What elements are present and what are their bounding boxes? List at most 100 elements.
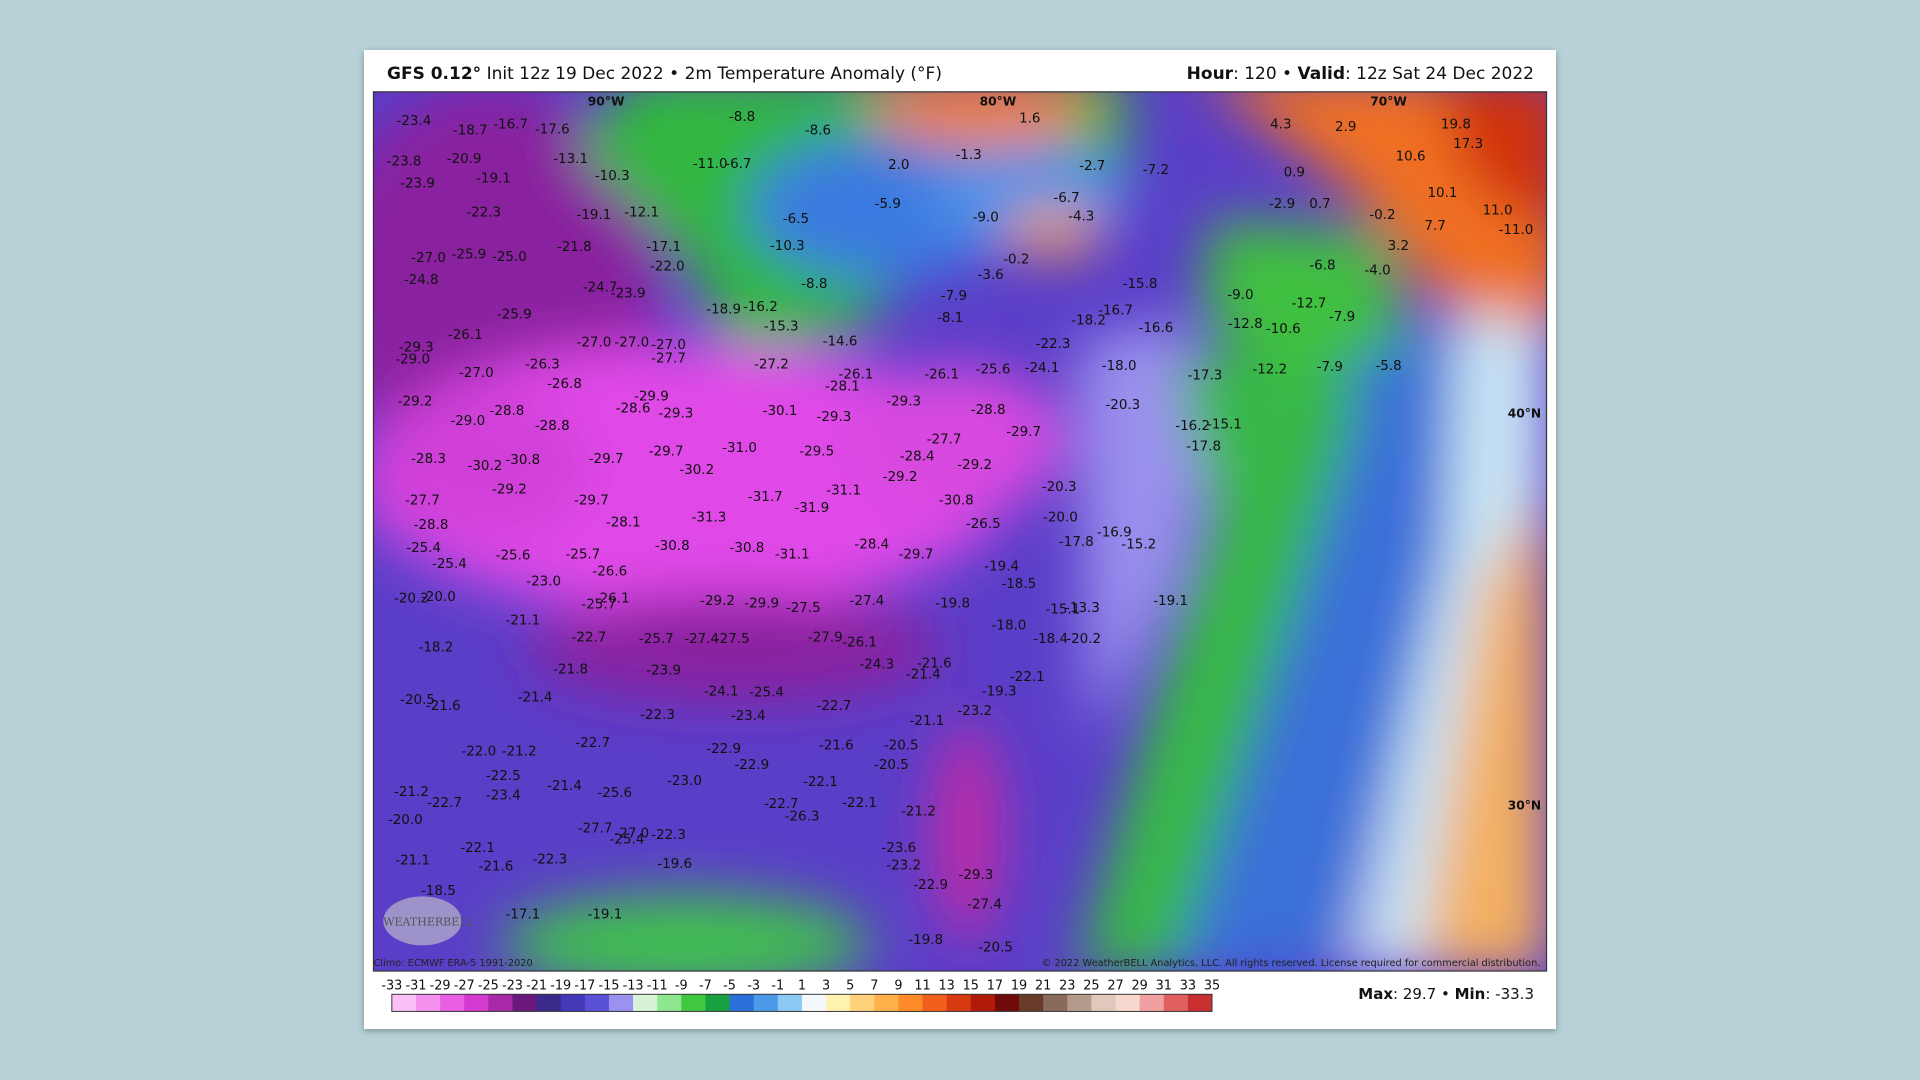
colorbar-swatch [1139,994,1165,1012]
colorbar-swatch [1091,994,1116,1012]
temp-label: -23.9 [646,664,681,679]
temp-label: 19.8 [1441,118,1471,133]
temp-label: -31.3 [692,511,727,526]
temp-label: -29.0 [450,414,485,429]
temp-label: -21.6 [479,860,514,875]
temp-label: -29.2 [883,470,918,485]
temp-label: -17.1 [505,907,540,922]
temp-label: -20.5 [884,738,919,753]
temp-label: -30.1 [763,404,798,419]
temp-label: -6.7 [725,157,751,172]
temp-label: -6.7 [1053,191,1079,206]
temp-label: -27.0 [576,336,611,351]
temp-label: -16.2 [743,300,778,315]
colorbar-tick-label: -1 [771,978,784,993]
colorbar-swatch [898,994,923,1012]
hour-label: Hour [1186,64,1234,84]
temp-label: -23.0 [667,774,702,789]
temp-label: -10.3 [595,169,630,184]
temp-label: -19.3 [982,685,1017,700]
temp-label: -6.8 [1309,258,1335,273]
temp-label: -22.7 [764,797,799,812]
temp-label: -23.2 [886,858,921,873]
temp-label: -22.7 [816,699,851,714]
temp-label: -29.2 [700,594,735,609]
temp-label: 0.7 [1309,197,1330,212]
temp-label: -25.6 [597,786,632,801]
temp-label: -25.0 [492,250,527,265]
temp-label: -31.0 [722,441,757,456]
temp-label: -18.5 [421,884,456,899]
temp-label: -25.4 [749,686,784,701]
temp-label: -8.8 [801,277,827,292]
temp-label: -29.2 [492,482,527,497]
temp-label: -8.1 [937,311,963,326]
temp-label: -27.0 [614,827,649,842]
temp-label: -16.9 [1097,525,1132,540]
temp-label: -29.7 [574,493,609,508]
colorbar-swatch [826,994,851,1012]
temp-label: -25.9 [497,307,532,322]
colorbar-tick-label: 3 [822,978,830,993]
colorbar-tick-label: -19 [550,978,571,993]
header-left: GFS 0.12° Init 12z 19 Dec 2022 • 2m Temp… [387,64,942,84]
colorbar-tick-label: 5 [846,978,854,993]
colorbar-tick-label: -31 [405,978,426,993]
temp-label: -23.2 [957,704,992,719]
temp-label: -27.7 [927,432,962,447]
colorbar-tick-label: -21 [526,978,547,993]
colorbar-swatch [391,994,417,1012]
colorbar-tick-label: -15 [598,978,619,993]
temp-label: -27.5 [715,632,750,647]
colorbar-swatch [584,994,610,1012]
colorbar-tick-label: -3 [747,978,760,993]
temp-label: -24.3 [859,658,894,673]
temp-label: -23.8 [387,154,422,169]
header-right: Hour: 120 • Valid: 12z Sat 24 Dec 2022 [1187,64,1534,84]
temp-label: -12.1 [624,206,659,221]
colorbar-swatch [1187,994,1213,1012]
temp-label: -22.0 [650,260,685,275]
temp-label: -26.3 [785,809,820,824]
colorbar-swatch [946,994,972,1012]
colorbar-swatch [464,994,489,1012]
temp-label: -19.6 [657,857,692,872]
temp-label: -29.9 [634,389,669,404]
temp-label: -15.8 [1123,277,1158,292]
temp-label: -21.1 [910,714,945,729]
footer-stats: Max: 29.7 • Min: -33.3 [1358,985,1534,1003]
temp-label: -19.1 [476,171,511,186]
temp-label: -30.8 [939,493,974,508]
colorbar-tick-label: 31 [1156,978,1172,993]
temp-label: -18.9 [706,302,741,317]
temp-label: -29.3 [816,410,851,425]
temp-label: -21.6 [917,656,952,671]
temp-label: -13.3 [1065,601,1100,616]
max: : 29.7 • [1393,985,1455,1003]
temp-label: -23.6 [881,841,916,856]
temp-label: -20.9 [447,152,482,167]
logo: WEATHERBELL [383,916,474,929]
colorbar-frame [391,993,1213,1012]
temp-label: -27.4 [684,632,719,647]
colorbar-tick-label: 33 [1180,978,1196,993]
valid: : 12z Sat 24 Dec 2022 [1345,64,1534,84]
temp-label: -27.7 [405,493,440,508]
temp-label: -2.7 [1079,159,1105,174]
temp-label: -22.7 [575,736,610,751]
temp-label: -21.6 [819,738,854,753]
temp-label: -29.3 [959,868,994,883]
temp-label: -28.8 [414,518,449,533]
temp-label: -18.0 [1102,359,1137,374]
grid-label: 90°W [588,94,625,108]
temp-label: 10.6 [1396,149,1426,164]
colorbar-tick-label: -23 [502,978,523,993]
temp-label: -7.9 [1317,360,1343,375]
temp-label: -18.5 [1001,577,1036,592]
temp-label: -22.0 [461,745,496,760]
temp-label: -28.1 [606,516,641,531]
temp-label: -27.9 [808,631,843,646]
temp-label: -21.2 [502,745,537,760]
temp-label: -16.2 [1175,419,1210,434]
colorbar-tick-label: -9 [675,978,688,993]
